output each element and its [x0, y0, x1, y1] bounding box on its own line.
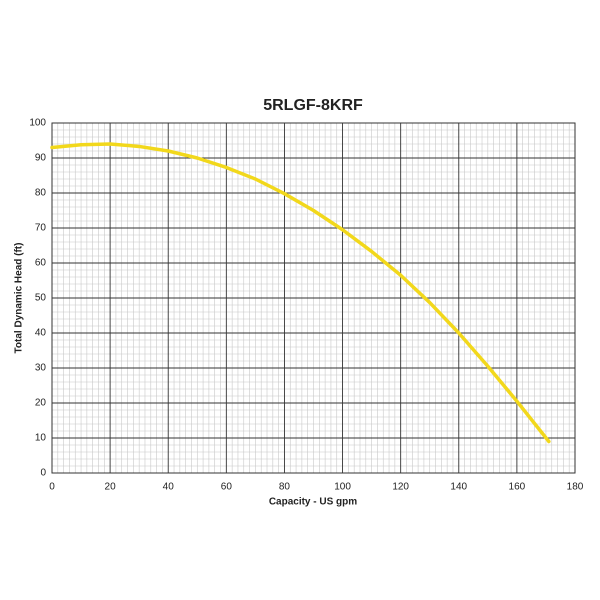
y-tick-label: 100: [29, 118, 46, 129]
y-tick-label: 20: [35, 398, 47, 409]
x-tick-label: 80: [279, 482, 291, 493]
y-tick-label: 0: [40, 468, 46, 479]
x-tick-label: 160: [509, 482, 526, 493]
x-axis-label: Capacity - US gpm: [269, 497, 357, 508]
x-tick-label: 0: [49, 482, 55, 493]
y-axis-label: Total Dynamic Head (ft): [14, 243, 25, 354]
x-tick-label: 40: [163, 482, 175, 493]
y-tick-label: 40: [35, 328, 47, 339]
x-tick-label: 60: [221, 482, 233, 493]
y-tick-label: 70: [35, 223, 47, 234]
y-tick-label: 80: [35, 188, 47, 199]
y-tick-label: 60: [35, 258, 47, 269]
y-tick-label: 90: [35, 153, 47, 164]
x-tick-label: 100: [334, 482, 351, 493]
y-tick-label: 50: [35, 293, 47, 304]
x-tick-label: 120: [392, 482, 409, 493]
x-tick-label: 20: [105, 482, 117, 493]
y-tick-label: 10: [35, 433, 47, 444]
x-tick-label: 140: [450, 482, 467, 493]
x-tick-label: 180: [567, 482, 584, 493]
chart-title: 5RLGF-8KRF: [263, 97, 363, 114]
y-tick-label: 30: [35, 363, 47, 374]
plot-frame: [51, 122, 576, 474]
curve: [50, 142, 551, 444]
